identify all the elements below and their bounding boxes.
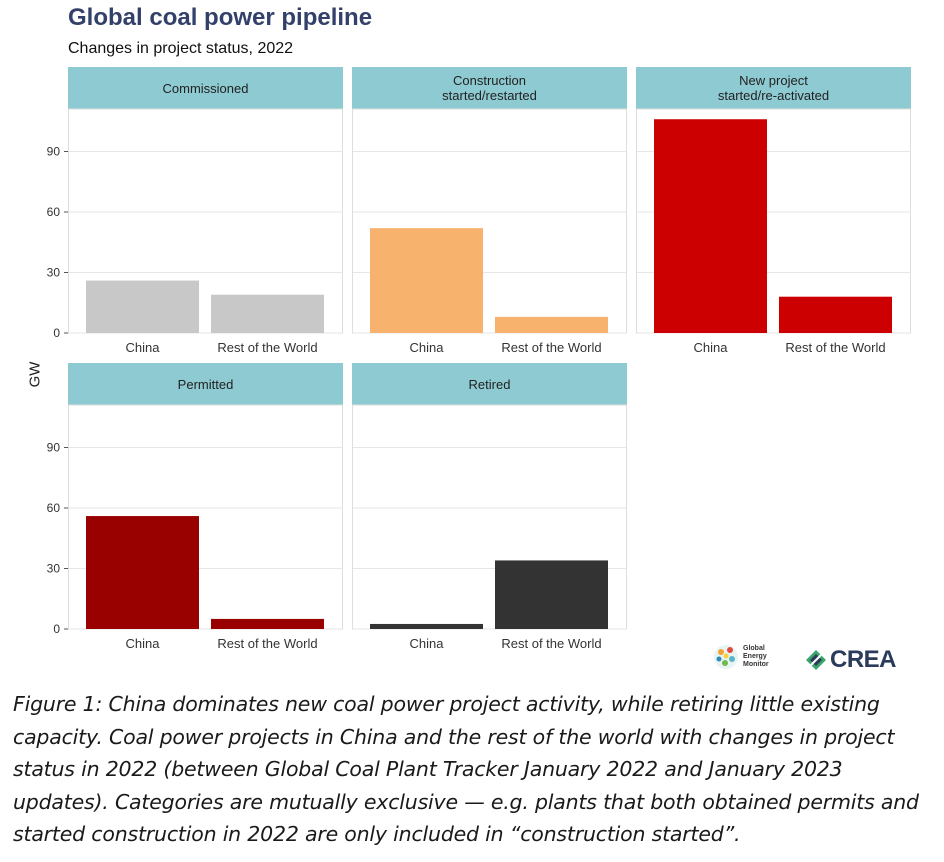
globe-icon xyxy=(714,645,738,669)
x-tick-label: Rest of the World xyxy=(501,636,601,651)
bar-rest-of-world xyxy=(495,560,608,629)
x-tick-label: Rest of the World xyxy=(217,340,317,355)
gem-logo: Global Energy Monitor xyxy=(713,644,769,670)
bar-china xyxy=(86,280,199,333)
y-tick-label: 60 xyxy=(47,501,61,515)
y-tick-label: 0 xyxy=(53,326,60,340)
bar-china xyxy=(370,623,483,629)
y-axis-label: GW xyxy=(26,361,44,388)
gem-logo-text: Global Energy Monitor xyxy=(743,645,769,668)
facet-panel: New project started/re-activated China Res… xyxy=(636,67,911,359)
facet-panel: Retired China Rest of the World xyxy=(352,363,627,655)
facet-label: New project started/re-activated xyxy=(717,73,830,103)
x-tick-label: China xyxy=(410,636,445,651)
facet-plot: China Rest of the World xyxy=(636,108,911,355)
crea-logo: CREA xyxy=(805,646,897,674)
bar-rest-of-world xyxy=(211,618,324,629)
facet-strip: Construction started/restarted xyxy=(352,67,627,109)
facet-strip: Commissioned xyxy=(68,67,343,109)
bar-rest-of-world xyxy=(495,316,608,333)
crea-mark-icon xyxy=(806,650,826,670)
x-tick-label: China xyxy=(126,340,161,355)
bar-rest-of-world xyxy=(211,294,324,333)
facet-strip: Retired xyxy=(352,363,627,405)
y-tick-label: 30 xyxy=(47,266,61,280)
chart-subtitle: Changes in project status, 2022 xyxy=(68,40,294,57)
x-tick-label: China xyxy=(694,340,729,355)
facet-panel: Permitted China Rest of the World 0 30 60 90 xyxy=(47,363,343,655)
x-tick-label: Rest of the World xyxy=(785,340,885,355)
x-tick-label: Rest of the World xyxy=(217,636,317,651)
facet-plot: China Rest of the World xyxy=(352,108,627,355)
facet-panel: Construction started/restarted China Rest … xyxy=(352,67,627,359)
x-tick-label: Rest of the World xyxy=(501,340,601,355)
facet-label: Retired xyxy=(468,376,511,392)
crea-logo-text: CREA xyxy=(830,646,897,673)
bar-china xyxy=(654,119,767,333)
y-tick-label: 90 xyxy=(47,145,61,159)
y-tick-label: 60 xyxy=(47,205,61,219)
facet-label: Commissioned xyxy=(162,80,249,96)
facet-plot: China Rest of the World xyxy=(352,404,627,651)
chart-title: Global coal power pipeline xyxy=(68,4,373,31)
bar-china xyxy=(86,516,199,629)
y-tick-label: 0 xyxy=(53,622,60,636)
facet-strip: New project started/re-activated xyxy=(636,67,911,109)
y-tick-label: 90 xyxy=(47,441,61,455)
facet-plot: China Rest of the World 0 30 60 90 xyxy=(47,108,343,355)
bar-china xyxy=(370,228,483,333)
facet-strip: Permitted xyxy=(68,363,343,405)
facet-label: Permitted xyxy=(177,376,234,392)
x-tick-label: China xyxy=(410,340,445,355)
figure-caption: Figure 1: China dominates new coal power… xyxy=(13,692,919,847)
facet-panel: Commissioned China Rest of the World 0 30 60 9… xyxy=(47,67,343,359)
facet-label: Construction started/restarted xyxy=(442,73,537,103)
x-tick-label: China xyxy=(126,636,161,651)
facet-plot: China Rest of the World 0 30 60 90 xyxy=(47,404,343,651)
bar-rest-of-world xyxy=(779,296,892,333)
y-tick-label: 30 xyxy=(47,562,61,576)
